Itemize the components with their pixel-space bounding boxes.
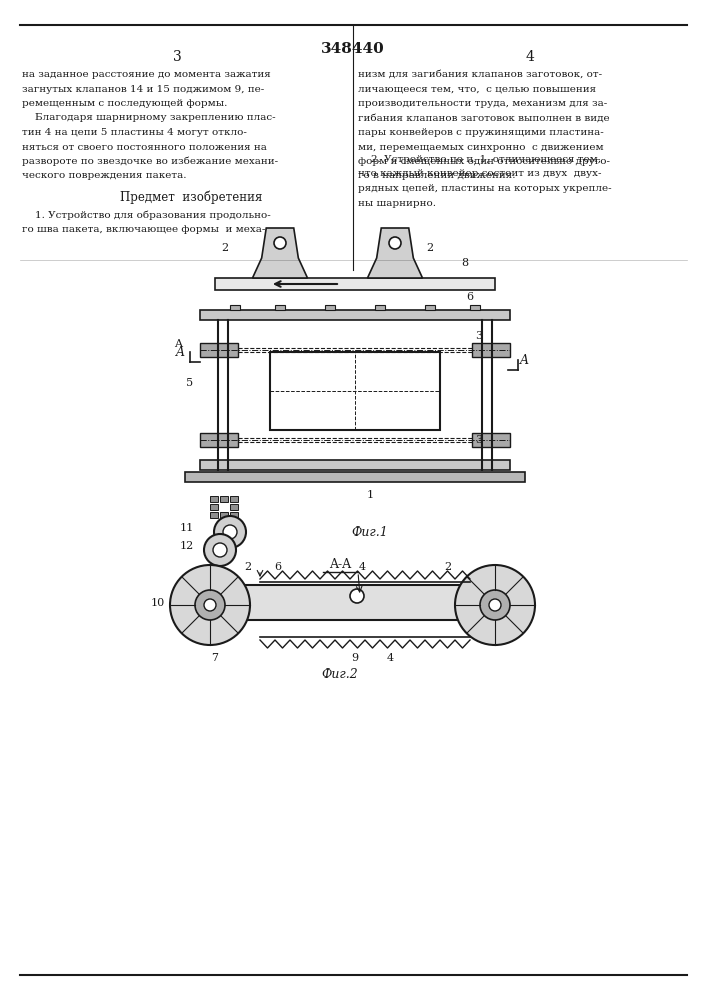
Circle shape xyxy=(214,516,246,548)
Text: на заданное расстояние до момента зажатия: на заданное расстояние до момента зажати… xyxy=(22,70,271,79)
Text: ремещенным с последующей формы.: ремещенным с последующей формы. xyxy=(22,99,228,108)
Circle shape xyxy=(274,237,286,249)
Circle shape xyxy=(489,599,501,611)
Text: 6: 6 xyxy=(467,292,474,302)
Text: 9: 9 xyxy=(351,653,358,663)
Bar xyxy=(210,496,218,502)
Bar xyxy=(220,496,228,502)
Text: 4: 4 xyxy=(358,562,366,572)
Text: ческого повреждения пакета.: ческого повреждения пакета. xyxy=(22,172,187,180)
Text: низм для загибания клапанов заготовок, от-: низм для загибания клапанов заготовок, о… xyxy=(358,70,602,79)
Bar xyxy=(230,512,238,518)
Text: 2. Устройство по п. 1, отличающееся тем,: 2. Устройство по п. 1, отличающееся тем, xyxy=(358,155,601,164)
Circle shape xyxy=(204,534,236,566)
Circle shape xyxy=(480,590,510,620)
Bar xyxy=(230,305,240,310)
Text: 4: 4 xyxy=(525,50,534,64)
Bar xyxy=(200,343,238,357)
Text: ми, перемещаемых синхронно  с движением: ми, перемещаемых синхронно с движением xyxy=(358,142,604,151)
Circle shape xyxy=(213,543,227,557)
Bar xyxy=(470,305,480,310)
Text: 1. Устройство для образования продольно-: 1. Устройство для образования продольно- xyxy=(22,210,271,220)
Text: рядных цепей, пластины на которых укрепле-: рядных цепей, пластины на которых укрепл… xyxy=(358,184,612,193)
Text: 348440: 348440 xyxy=(321,42,385,56)
Bar xyxy=(220,512,228,518)
Bar xyxy=(275,305,285,310)
Bar xyxy=(210,512,218,518)
Text: A: A xyxy=(174,339,182,349)
Text: 2: 2 xyxy=(245,562,252,572)
Text: 6: 6 xyxy=(274,562,281,572)
Text: Предмет  изобретения: Предмет изобретения xyxy=(120,190,262,204)
Bar xyxy=(472,343,510,357)
Text: производительности труда, механизм для за-: производительности труда, механизм для з… xyxy=(358,99,607,108)
Text: 3: 3 xyxy=(475,435,482,445)
Text: го в направлении движения.: го в направлении движения. xyxy=(358,172,515,180)
Circle shape xyxy=(195,590,225,620)
Text: Благодаря шарнирному закреплению плас-: Благодаря шарнирному закреплению плас- xyxy=(22,113,276,122)
Circle shape xyxy=(350,589,364,603)
Bar xyxy=(375,305,385,310)
Bar xyxy=(200,433,238,447)
Bar xyxy=(230,504,238,510)
Text: 10: 10 xyxy=(151,598,165,608)
Bar xyxy=(325,305,335,310)
Text: что каждый конвейер состоит из двух  двух-: что каждый конвейер состоит из двух двух… xyxy=(358,169,602,178)
Circle shape xyxy=(455,565,535,645)
Bar xyxy=(200,460,510,470)
Bar xyxy=(425,305,435,310)
Text: Фиг.2: Фиг.2 xyxy=(322,668,358,682)
Polygon shape xyxy=(368,228,423,278)
Text: 2: 2 xyxy=(445,562,452,572)
Bar xyxy=(472,433,510,447)
Text: тин 4 на цепи 5 пластины 4 могут откло-: тин 4 на цепи 5 пластины 4 могут откло- xyxy=(22,128,247,137)
Text: A: A xyxy=(520,354,529,366)
Text: гибания клапанов заготовок выполнен в виде: гибания клапанов заготовок выполнен в ви… xyxy=(358,113,609,122)
Bar xyxy=(185,472,525,482)
Bar xyxy=(210,504,218,510)
Text: A-A: A-A xyxy=(329,558,351,572)
Text: ны шарнирно.: ны шарнирно. xyxy=(358,198,436,208)
Text: форм и смещенных один относительно друго-: форм и смещенных один относительно друго… xyxy=(358,157,610,166)
Text: 5: 5 xyxy=(187,378,194,388)
Circle shape xyxy=(389,237,401,249)
Text: 7: 7 xyxy=(211,653,218,663)
Text: 2: 2 xyxy=(426,243,433,253)
Circle shape xyxy=(170,565,250,645)
Text: загнутых клапанов 14 и 15 поджимом 9, пе-: загнутых клапанов 14 и 15 поджимом 9, пе… xyxy=(22,85,264,94)
Bar xyxy=(190,585,520,620)
Bar xyxy=(270,352,440,430)
Text: A: A xyxy=(176,346,185,359)
Text: 2: 2 xyxy=(221,243,228,253)
Text: пары конвейеров с пружинящими пластина-: пары конвейеров с пружинящими пластина- xyxy=(358,128,604,137)
Text: развороте по звездочке во избежание механи-: развороте по звездочке во избежание меха… xyxy=(22,157,278,166)
Bar xyxy=(200,310,510,320)
Text: няться от своего постоянного положения на: няться от своего постоянного положения н… xyxy=(22,142,267,151)
Text: 3: 3 xyxy=(173,50,182,64)
Circle shape xyxy=(204,599,216,611)
Text: 1: 1 xyxy=(366,490,373,500)
Circle shape xyxy=(223,525,237,539)
Text: Фиг.1: Фиг.1 xyxy=(351,526,388,538)
Text: 4: 4 xyxy=(387,653,394,663)
Bar xyxy=(230,496,238,502)
Text: 8: 8 xyxy=(462,258,469,268)
Bar xyxy=(215,278,495,290)
Text: го шва пакета, включающее формы  и меха-: го шва пакета, включающее формы и меха- xyxy=(22,225,265,233)
Text: 11: 11 xyxy=(180,523,194,533)
Polygon shape xyxy=(252,228,308,278)
Text: 12: 12 xyxy=(180,541,194,551)
Text: 3: 3 xyxy=(475,331,482,341)
Text: личающееся тем, что,  с целью повышения: личающееся тем, что, с целью повышения xyxy=(358,85,596,94)
